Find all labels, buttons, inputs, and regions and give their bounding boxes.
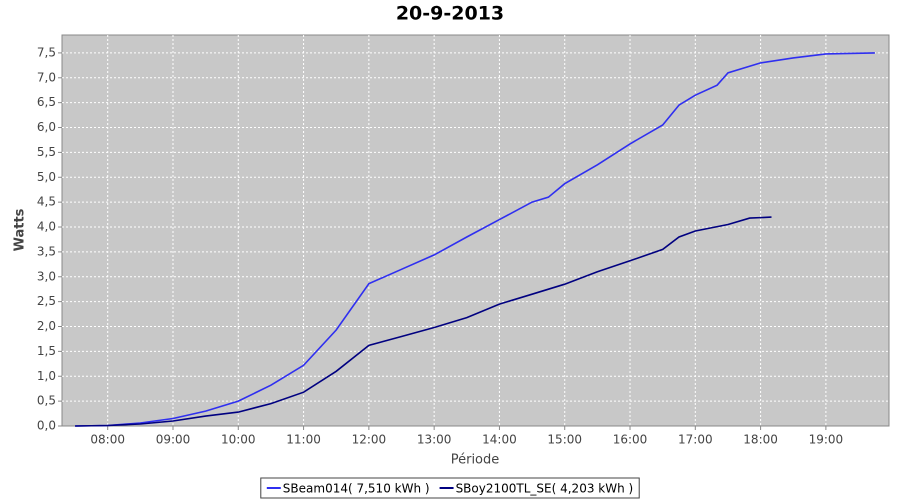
y-tick-label: 0,5 [37,394,56,408]
x-tick-label: 19:00 [809,433,844,447]
x-tick-label: 11:00 [286,433,321,447]
y-tick-label: 7,5 [37,45,56,59]
y-axis-label: Watts [13,208,28,251]
x-axis-label: Période [451,453,500,468]
legend-label: SBeam014( 7,510 kWh ) [283,482,430,496]
y-tick-label: 2,0 [37,319,56,333]
x-tick-label: 15:00 [547,433,582,447]
x-tick-label: 09:00 [156,433,191,447]
y-tick-label: 4,0 [37,220,56,234]
x-tick-label: 12:00 [352,433,387,447]
x-tick-label: 10:00 [221,433,256,447]
y-tick-label: 5,0 [37,170,56,184]
x-tick-label: 16:00 [613,433,648,447]
y-tick-label: 0,0 [37,419,56,433]
series-line [75,216,772,427]
plot-area [61,34,890,427]
x-tick-label: 08:00 [90,433,125,447]
y-tick-label: 1,0 [37,369,56,383]
y-tick-label: 3,5 [37,244,56,258]
x-tick-label: 13:00 [417,433,452,447]
legend-label: SBoy2100TL_SE( 4,203 kWh ) [456,482,634,496]
x-tick-label: 14:00 [482,433,517,447]
legend: SBeam014( 7,510 kWh ) SBoy2100TL_SE( 4,20… [260,477,640,499]
x-tick-label: 18:00 [743,433,778,447]
y-tick-label: 2,5 [37,294,56,308]
x-tick-label: 17:00 [678,433,713,447]
series-line [75,52,875,427]
y-tick-label: 7,0 [37,70,56,84]
chart-title: 20-9-2013 [396,3,504,25]
y-tick-label: 5,5 [37,145,56,159]
y-tick-label: 1,5 [37,344,56,358]
y-tick-label: 3,0 [37,269,56,283]
y-tick-label: 4,5 [37,195,56,209]
y-tick-label: 6,0 [37,120,56,134]
y-tick-label: 6,5 [37,95,56,109]
